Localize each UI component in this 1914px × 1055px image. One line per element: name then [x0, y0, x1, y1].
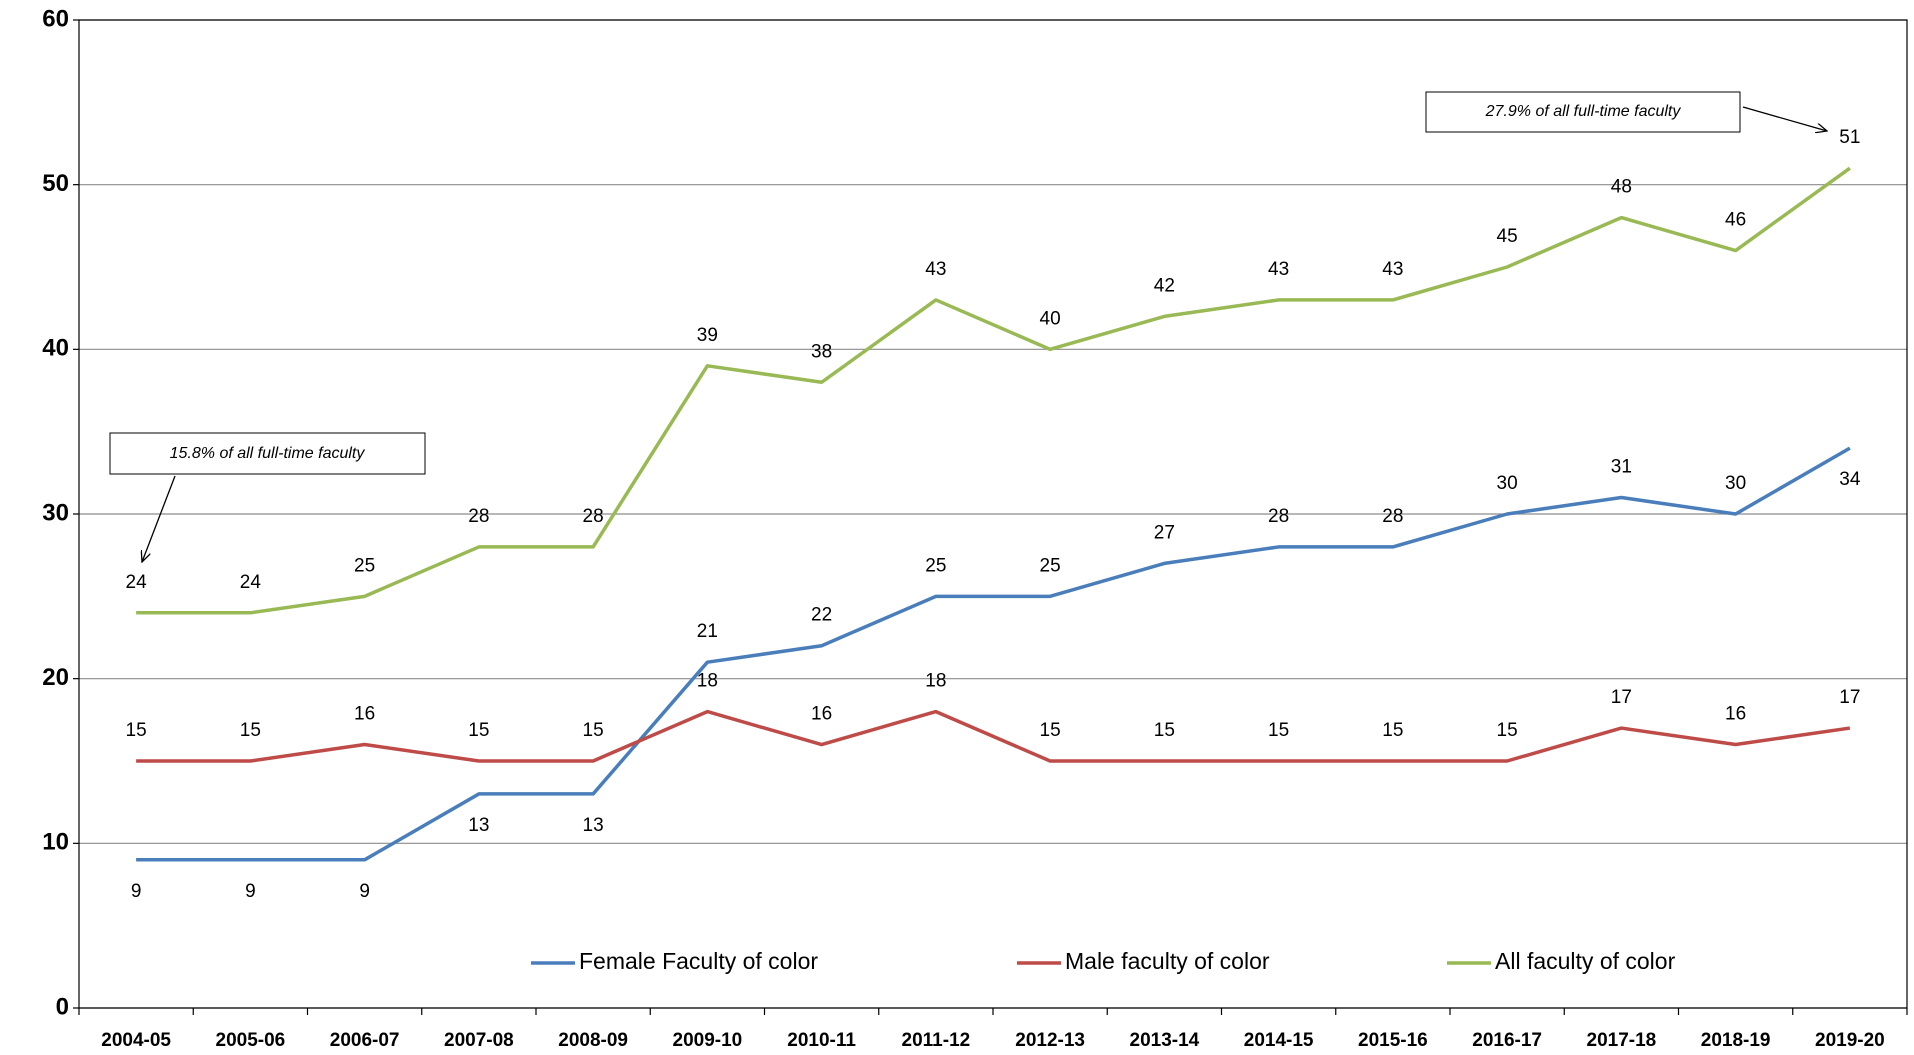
annotation-arrow — [1742, 106, 1827, 131]
data-label: 27 — [1154, 522, 1175, 543]
data-label: 16 — [354, 704, 375, 725]
annotation-box — [1425, 91, 1741, 133]
x-tick-label: 2015-16 — [1358, 1030, 1428, 1051]
data-label: 16 — [811, 704, 832, 725]
x-tick-label: 2006-07 — [330, 1030, 400, 1051]
legend-label: All faculty of color — [1495, 948, 1676, 974]
series-line — [136, 166, 1851, 615]
data-label: 13 — [468, 815, 489, 836]
data-label: 43 — [925, 259, 946, 280]
annotation-box — [109, 432, 426, 475]
grid — [73, 19, 1908, 1015]
data-label: 30 — [1725, 473, 1746, 494]
x-tick-label: 2019-20 — [1815, 1030, 1885, 1051]
annotation-arrow — [142, 475, 176, 562]
data-label: 45 — [1497, 226, 1518, 247]
data-label: 24 — [240, 572, 262, 593]
series-line — [136, 446, 1851, 862]
data-label: 25 — [1040, 555, 1061, 576]
x-tick-label: 2017-18 — [1587, 1030, 1657, 1051]
y-tick-label: 50 — [42, 170, 69, 197]
x-tick-label: 2004-05 — [101, 1030, 171, 1051]
lines — [136, 166, 1851, 862]
data-label: 17 — [1611, 687, 1632, 708]
data-label: 16 — [1725, 704, 1746, 725]
data-label: 40 — [1040, 308, 1061, 329]
annotation: 27.9% of all full-time faculty — [1485, 103, 1682, 120]
data-label: 17 — [1839, 687, 1860, 708]
x-tick-label: 2012-13 — [1015, 1030, 1085, 1051]
data-label: 34 — [1839, 469, 1861, 490]
data-label: 9 — [359, 881, 370, 902]
x-tick-label: 2009-10 — [673, 1030, 743, 1051]
x-tick-label: 2005-06 — [216, 1030, 286, 1051]
data-label: 15 — [1040, 720, 1061, 741]
data-label: 15 — [468, 720, 489, 741]
annotation: 15.8% of all full-time faculty — [170, 445, 366, 462]
y-tick-label: 40 — [42, 335, 69, 362]
x-tick-label: 2008-09 — [558, 1030, 628, 1051]
data-label: 24 — [126, 572, 148, 593]
data-label: 30 — [1497, 473, 1518, 494]
x-tick-label: 2013-14 — [1130, 1030, 1200, 1051]
data-label: 18 — [697, 671, 718, 692]
data-label: 42 — [1154, 275, 1175, 296]
data-label: 15 — [1268, 720, 1289, 741]
x-tick-label: 2016-17 — [1472, 1030, 1542, 1051]
data-label: 15 — [1154, 720, 1175, 741]
x-tick-label: 2014-15 — [1244, 1030, 1314, 1051]
data-label: 28 — [468, 506, 489, 527]
data-label: 51 — [1839, 127, 1860, 148]
data-label: 28 — [1382, 506, 1403, 527]
data-label: 15 — [126, 720, 147, 741]
data-label: 9 — [131, 881, 142, 902]
y-tick-label: 10 — [42, 829, 69, 856]
y-tick-label: 0 — [56, 993, 69, 1020]
data-label: 43 — [1268, 259, 1289, 280]
y-tick-label: 20 — [42, 664, 69, 691]
data-label: 31 — [1611, 457, 1632, 478]
data-label: 38 — [811, 341, 832, 362]
data-label: 21 — [697, 621, 718, 642]
data-label: 39 — [697, 325, 718, 346]
x-tick-label: 2010-11 — [787, 1030, 856, 1051]
data-label: 28 — [1268, 506, 1289, 527]
data-label: 15 — [240, 720, 261, 741]
data-label: 15 — [1497, 720, 1518, 741]
data-label: 15 — [583, 720, 604, 741]
legend-label: Male faculty of color — [1065, 948, 1270, 974]
data-label: 25 — [354, 555, 375, 576]
data-label: 22 — [811, 605, 832, 626]
y-tick-label: 30 — [42, 499, 69, 526]
data-label: 25 — [925, 555, 946, 576]
series-line — [136, 709, 1851, 763]
x-tick-label: 2011-12 — [902, 1030, 971, 1051]
x-tick-label: 2007-08 — [444, 1030, 514, 1051]
data-label: 13 — [583, 815, 604, 836]
legend-label: Female Faculty of color — [579, 948, 818, 974]
x-tick-label: 2018-19 — [1701, 1030, 1771, 1051]
data-label: 9 — [245, 881, 256, 902]
data-label: 18 — [925, 671, 946, 692]
data-label: 43 — [1382, 259, 1403, 280]
y-tick-label: 60 — [42, 5, 69, 32]
data-label: 28 — [583, 506, 604, 527]
data-label: 48 — [1611, 177, 1632, 198]
data-label: 46 — [1725, 210, 1746, 231]
data-label: 15 — [1382, 720, 1403, 741]
